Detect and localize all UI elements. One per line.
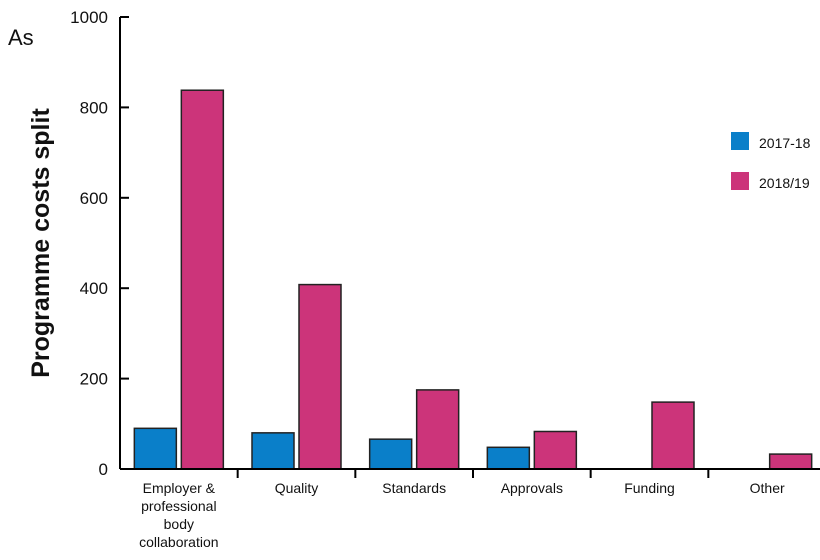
corner-label: As [8, 25, 34, 50]
x-category-label-line: body [164, 516, 194, 532]
legend-swatch-1 [731, 172, 749, 190]
x-category-label: Quality [275, 480, 319, 496]
x-category-label: Approvals [501, 480, 563, 496]
bar-2018-19-2 [415, 389, 460, 470]
bar-2018-19-4 [651, 401, 695, 470]
x-category-label-line: Approvals [501, 480, 563, 496]
x-category-label: Funding [624, 480, 675, 496]
x-category-label-line: Other [750, 480, 785, 496]
x-category-label: Other [750, 480, 785, 496]
x-category-label-line: Funding [624, 480, 675, 496]
labels: As Programme costs split [8, 25, 55, 378]
bar-2018-19-5 [768, 453, 813, 470]
legend-label-1: 2018/19 [759, 175, 810, 191]
bar-2017-18-3 [486, 446, 531, 470]
bar-2017-18-2 [368, 438, 413, 470]
x-category-label: Standards [382, 480, 446, 496]
x-category-label-line: Standards [382, 480, 446, 496]
axes: 0 200 400 600 800 1000 Employer & professional b… [70, 8, 820, 550]
bar-2017-18-0 [133, 427, 178, 470]
plot-area [133, 89, 813, 470]
legend-swatch-0 [731, 132, 749, 150]
bar-2018-19-0 [180, 89, 225, 470]
y-tick-label: 800 [80, 98, 108, 117]
x-category-label-line: Quality [275, 480, 319, 496]
bar-2017-18-1 [251, 432, 295, 470]
legend-label-0: 2017-18 [759, 135, 811, 151]
x-category-label-line: professional [141, 498, 217, 514]
legend: 2017-18 2018/19 [731, 132, 811, 191]
x-category-label: Employer & professional body collaboration [139, 480, 218, 550]
y-tick-label: 400 [80, 279, 108, 298]
y-tick-label: 1000 [70, 8, 108, 27]
y-tick-label: 200 [80, 370, 108, 389]
x-category-label-line: collaboration [139, 534, 218, 550]
y-axis-title: Programme costs split [27, 108, 55, 378]
y-tick-label: 600 [80, 189, 108, 208]
bar-2018-19-3 [533, 430, 578, 470]
x-category-label-line: Employer & [143, 480, 216, 496]
y-tick-label: 0 [99, 460, 108, 479]
bar-2018-19-1 [298, 283, 342, 470]
